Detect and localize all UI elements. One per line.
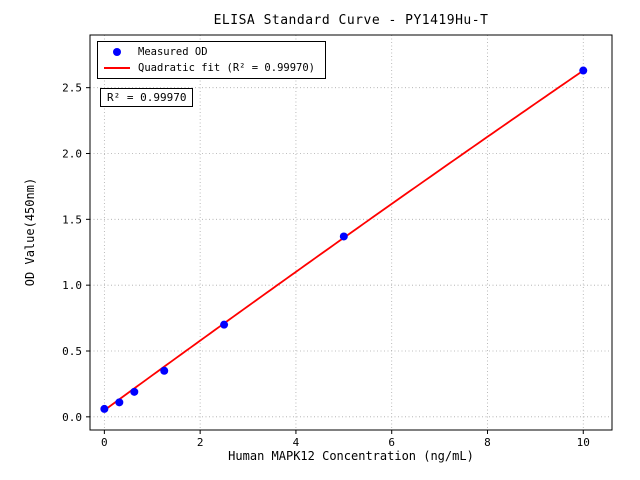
chart-title: ELISA Standard Curve - PY1419Hu-T — [213, 13, 489, 28]
x-tick-label: 4 — [293, 436, 300, 449]
x-tick-label: 8 — [484, 436, 491, 449]
data-point — [130, 387, 139, 396]
y-tick-label: 1.5 — [62, 213, 82, 226]
legend: Measured OD Quadratic fit (R² = 0.99970) — [97, 41, 327, 79]
axes-frame — [89, 34, 613, 431]
y-tick-label: 0.0 — [62, 411, 82, 424]
data-point — [100, 404, 109, 413]
legend-swatch — [104, 48, 130, 57]
data-point — [160, 366, 169, 375]
x-tick-label: 2 — [197, 436, 204, 449]
x-tick-label: 6 — [388, 436, 395, 449]
legend-marker-measured-icon — [113, 48, 121, 57]
data-point — [115, 398, 124, 407]
legend-label-measured: Measured OD — [138, 46, 208, 58]
r-squared-annotation: R² = 0.99970 — [100, 88, 194, 107]
x-tick-label: 10 — [577, 436, 590, 449]
data-point — [220, 320, 229, 329]
x-tick-label: 0 — [101, 436, 108, 449]
legend-label-fit: Quadratic fit (R² = 0.99970) — [138, 61, 316, 74]
y-tick-label: 2.0 — [62, 148, 82, 161]
data-point — [579, 66, 588, 75]
legend-item-fit: Quadratic fit (R² = 0.99970) — [104, 61, 316, 74]
x-axis-label: Human MAPK12 Concentration (ng/mL) — [228, 449, 474, 463]
legend-marker-fit-icon — [104, 66, 130, 69]
legend-item-measured: Measured OD — [104, 47, 315, 58]
y-tick-label: 2.5 — [62, 82, 82, 95]
legend-swatch — [104, 66, 130, 69]
y-tick-label: 0.5 — [62, 345, 82, 358]
data-point — [339, 232, 348, 241]
y-tick-label: 1.0 — [62, 279, 82, 292]
